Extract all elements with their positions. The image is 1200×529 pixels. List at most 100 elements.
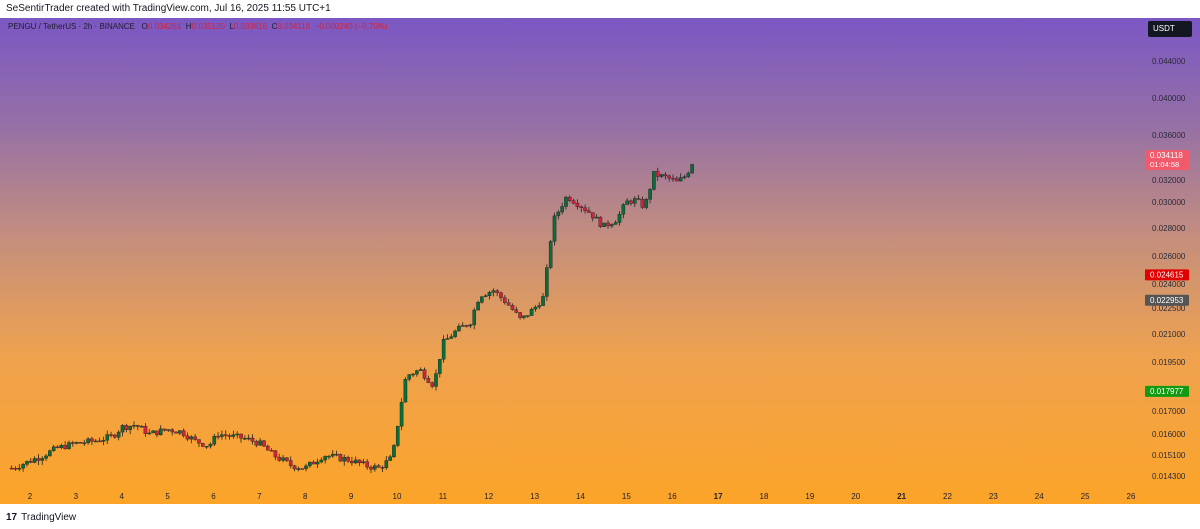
candle-down <box>503 295 507 305</box>
x-tick-label: 15 <box>622 492 631 501</box>
candle-down <box>71 440 75 447</box>
candle-body <box>438 359 442 374</box>
chart-plot-area[interactable] <box>0 18 1200 504</box>
candle-up <box>204 445 209 449</box>
candle-body <box>457 325 461 332</box>
y-tick-label: 0.024000 <box>1152 280 1186 289</box>
candle-body <box>235 433 240 436</box>
candle-down <box>587 206 591 213</box>
candle-down <box>200 442 205 448</box>
price-tag-bg <box>1145 150 1189 171</box>
candle-down <box>376 463 381 468</box>
candle-body <box>74 442 79 444</box>
candle-body <box>682 176 687 179</box>
candle-down <box>640 196 645 209</box>
candle-body <box>510 305 515 310</box>
candle-body <box>594 216 599 219</box>
candle-up <box>220 430 224 440</box>
candle-body <box>590 212 595 219</box>
candle-body <box>51 446 56 451</box>
y-tick-label: 0.021000 <box>1152 330 1186 339</box>
candle-up <box>120 424 125 437</box>
candle-up <box>32 456 37 464</box>
candle-up <box>67 440 71 450</box>
attribution-text: SeSentirTrader created with TradingView.… <box>6 3 331 14</box>
candle-up <box>453 329 457 339</box>
candle-down <box>499 291 503 302</box>
candle-down <box>338 453 343 462</box>
candle-body <box>686 172 691 178</box>
candle-down <box>346 455 350 463</box>
candle-body <box>602 222 607 227</box>
currency-button[interactable]: USDT <box>1148 21 1192 37</box>
x-tick-label: 5 <box>165 492 170 501</box>
candle-body <box>422 369 427 379</box>
candle-body <box>116 431 121 438</box>
candle-down <box>571 198 576 205</box>
candle-body <box>571 200 576 204</box>
candle-down <box>28 457 33 464</box>
candle-up <box>468 323 473 329</box>
candle-body <box>113 434 117 438</box>
candle-body <box>426 378 431 383</box>
candle-body <box>418 369 423 371</box>
candle-body <box>204 445 209 448</box>
candle-down <box>655 167 660 181</box>
y-tick-label: 0.030000 <box>1152 198 1186 207</box>
candle-down <box>300 468 304 470</box>
candle-body <box>59 445 64 448</box>
candle-up <box>395 425 400 448</box>
candle-up <box>644 197 649 210</box>
candle-body <box>300 468 304 470</box>
candle-body <box>40 458 45 461</box>
x-tick-label: 3 <box>74 492 79 501</box>
x-tick-label: 17 <box>714 492 723 501</box>
candle-body <box>376 465 381 468</box>
y-tick-label: 0.019500 <box>1152 358 1186 367</box>
candle-body <box>265 445 270 451</box>
candle-up <box>613 220 618 225</box>
candle-body <box>277 456 282 461</box>
close-value: 0.034118 <box>277 22 311 31</box>
candle-up <box>652 171 656 191</box>
candle-down <box>285 456 289 463</box>
candle-body <box>621 204 626 215</box>
x-tick-label: 24 <box>1035 492 1044 501</box>
candle-body <box>411 373 415 376</box>
candle-body <box>675 178 679 182</box>
candle-body <box>170 429 175 433</box>
candle-body <box>564 196 568 207</box>
candle-up <box>243 435 247 441</box>
candle-body <box>151 430 155 434</box>
watermark-bar: SeSentirTrader created with TradingView.… <box>0 0 1200 18</box>
candle-body <box>506 302 511 306</box>
candle-body <box>246 437 251 440</box>
candle-body <box>32 458 37 463</box>
candle-body <box>632 198 637 204</box>
candle-down <box>143 423 148 437</box>
low-label: L <box>229 22 234 31</box>
candle-body <box>415 370 419 375</box>
candle-body <box>495 290 499 293</box>
x-tick-label: 25 <box>1081 492 1090 501</box>
symbol-label[interactable]: PENGU / TetherUS · 2h · BINANCE <box>8 22 135 31</box>
candle-down <box>185 432 190 442</box>
price-tag-value: 0.024615 <box>1150 270 1184 279</box>
candle-up <box>602 222 607 227</box>
candle-body <box>388 456 392 461</box>
candle-body <box>185 435 190 440</box>
x-tick-label: 4 <box>120 492 125 501</box>
candle-up <box>235 431 240 439</box>
price-tag-bg <box>1145 269 1189 281</box>
x-tick-label: 8 <box>303 492 308 501</box>
candle-up <box>625 198 629 205</box>
candle-body <box>132 425 136 427</box>
candle-down <box>334 450 339 457</box>
candle-up <box>617 211 622 226</box>
candle-body <box>44 455 48 459</box>
high-label: H <box>185 22 192 31</box>
candle-up <box>82 439 87 446</box>
candle-up <box>491 288 496 297</box>
candle-down <box>667 174 671 182</box>
